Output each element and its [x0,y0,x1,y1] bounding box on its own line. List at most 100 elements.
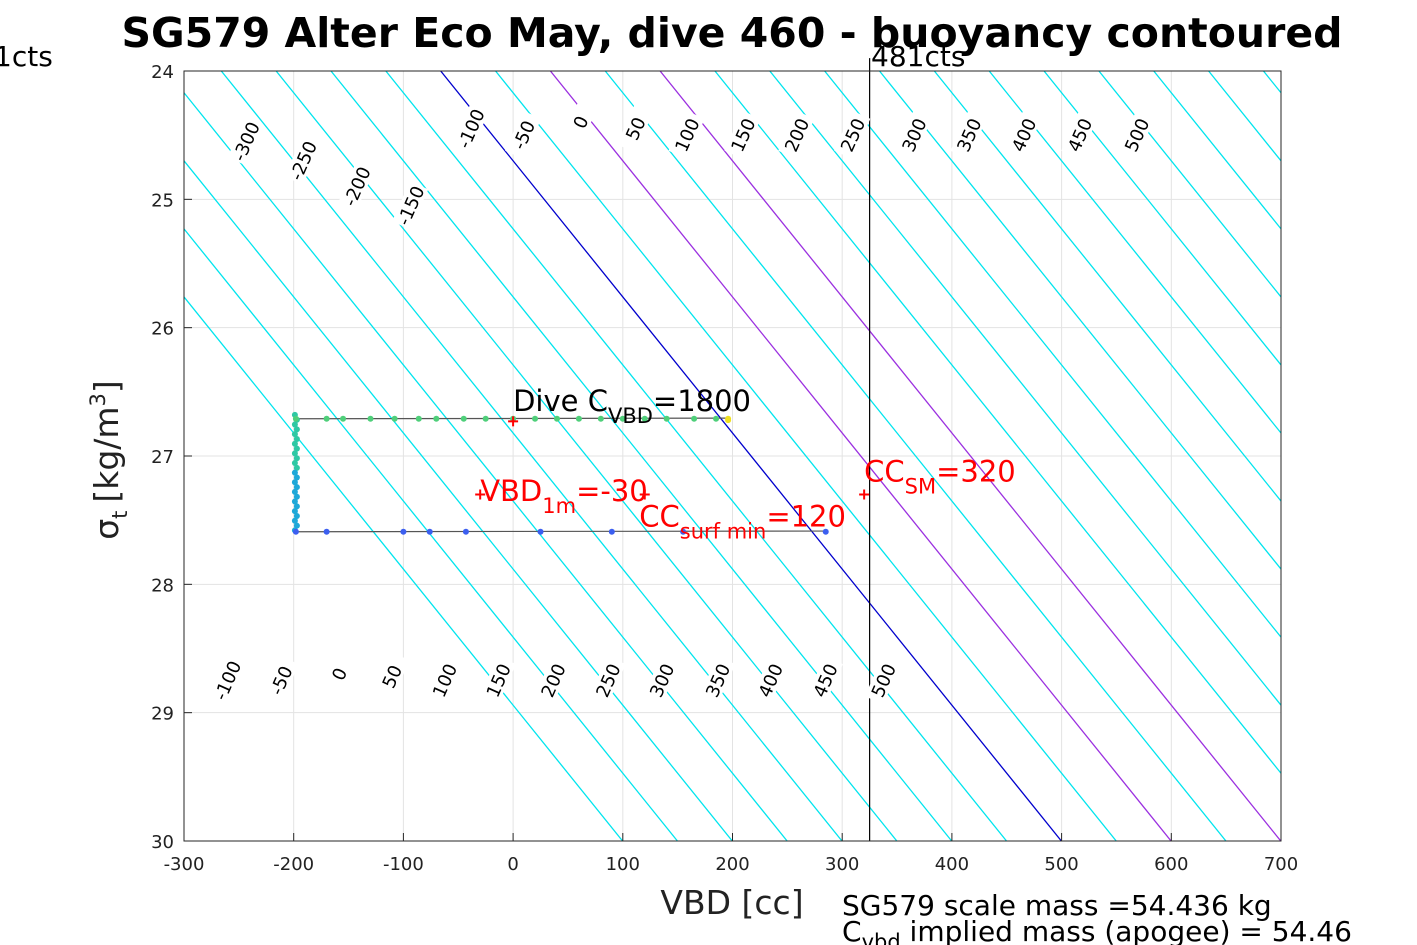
dive-point [415,415,422,422]
y-label-sup: 3 [86,393,110,406]
contour-label-bg [227,117,264,166]
y-label-unit: [kg/m [87,406,126,502]
dive-point [575,415,582,422]
x-tick-label: 700 [1264,854,1298,875]
dive-point [597,415,604,422]
dive-point-vertical [291,508,298,515]
contour-label-bg [699,656,736,705]
dive-point [641,415,648,422]
dive-point-vertical [293,464,300,471]
chart-title: SG579 Alter Eco May, dive 460 - buoyancy… [121,9,1342,57]
contour-label-bg [950,110,987,159]
scale-mass-text: SG579 scale mass =54.436 kg [842,889,1272,922]
x-tick-label: 100 [606,854,640,875]
dive-point-vertical [293,474,300,481]
dive-point [433,415,440,422]
x-tick-label: 0 [507,854,518,875]
x-axis-label: VBD [cc] [660,883,803,922]
contour-line-100 [549,71,1172,841]
dive-point-vertical [291,479,298,486]
dive-point [292,528,299,535]
y-label-close: ] [87,380,126,393]
dive-point-vertical [293,455,300,462]
implied-mass-base: C [842,915,862,945]
contour-label-bg [338,161,375,211]
contour-line-250 [714,71,1281,775]
contour-line--400 [184,295,624,841]
contour-line-650 [1153,71,1281,230]
y-tick-label: 29 [151,704,174,725]
y-tick-label: 26 [151,319,174,340]
dive-path-bottom [295,530,826,533]
contour-label-bg [806,656,843,705]
y-tick-label: 27 [151,447,174,468]
dive-point [663,415,670,422]
contour-line-500 [988,71,1281,435]
annotation-cc_surf_min: CCsurf min=120 [639,500,846,544]
dive-point-vertical [291,440,298,447]
dive-point [391,415,398,422]
dive-point-vertical [293,445,300,452]
y-tick-label: 30 [151,832,174,853]
contour-label-group: 50 [616,104,654,153]
contour-label-bg [284,136,321,185]
contour-line-350 [824,71,1281,639]
dive-point [619,415,626,422]
dive-point [725,417,732,424]
dive-point-vertical [293,512,300,519]
annotation-sub: surf min [680,520,767,544]
contour-line-600 [1098,71,1281,298]
contour-line--300 [184,159,733,841]
contour-line-0 [440,71,1062,841]
dive-point [323,528,330,535]
contour-label-bg [479,656,517,705]
dive-point-vertical [291,488,298,495]
dive-point [292,415,299,422]
dive-point-vertical [291,421,298,428]
contour-line-400 [878,71,1281,571]
contour-line--150 [275,71,898,841]
dive-point-vertical [293,426,300,433]
implied-mass-text: Cvbd implied mass (apogee) = 54.46 [842,915,1352,945]
x-tick-label: 300 [825,854,859,875]
contour-label-bg [834,110,871,159]
annotation-sub: SM [905,475,936,499]
axis-ticks: -300 -200 -100 0 100 200 300 400 500 600 700242526… [151,62,1298,875]
contour-label-bg [751,656,789,705]
y-tick-label: 25 [151,190,174,211]
dive-point [537,528,544,535]
contour-line--100 [330,71,953,841]
x-tick-label: 500 [1044,854,1078,875]
contour-label-bg [208,656,246,705]
contour-line-150 [604,71,1227,841]
dive-point [367,415,374,422]
contour-label-bg [320,649,357,698]
y-label-sigma: σ [87,519,126,540]
buoyancy-contours [184,71,1281,841]
implied-mass-rest: implied mass (apogee) = 54.46 [901,915,1352,945]
dive-point [426,528,433,535]
annotation-value: =320 [936,455,1016,489]
contour-label-bg [724,110,761,159]
contour-label-bg [1118,110,1155,159]
contour-label-bg [1061,110,1098,159]
dive-point [680,528,687,535]
y-tick-label: 28 [151,575,174,596]
y-tick-label: 24 [151,62,174,83]
dive-point [460,415,467,422]
implied-mass-sub: vbd [862,930,901,945]
contour-line-450 [933,71,1281,503]
annotation-value: =1800 [653,384,751,418]
dive-point-vertical [291,517,298,524]
dive-point [822,528,829,535]
x-tick-label: -100 [383,854,424,875]
annotation-base: Dive C [513,384,608,418]
dive-path-layer [291,411,829,535]
dive-point [691,415,698,422]
dive-point-vertical [293,484,300,491]
contour-label-group: 0 [562,97,599,147]
contour-label-bg [452,104,489,153]
dive-point-vertical [291,460,298,467]
dive-point-vertical [291,431,298,438]
